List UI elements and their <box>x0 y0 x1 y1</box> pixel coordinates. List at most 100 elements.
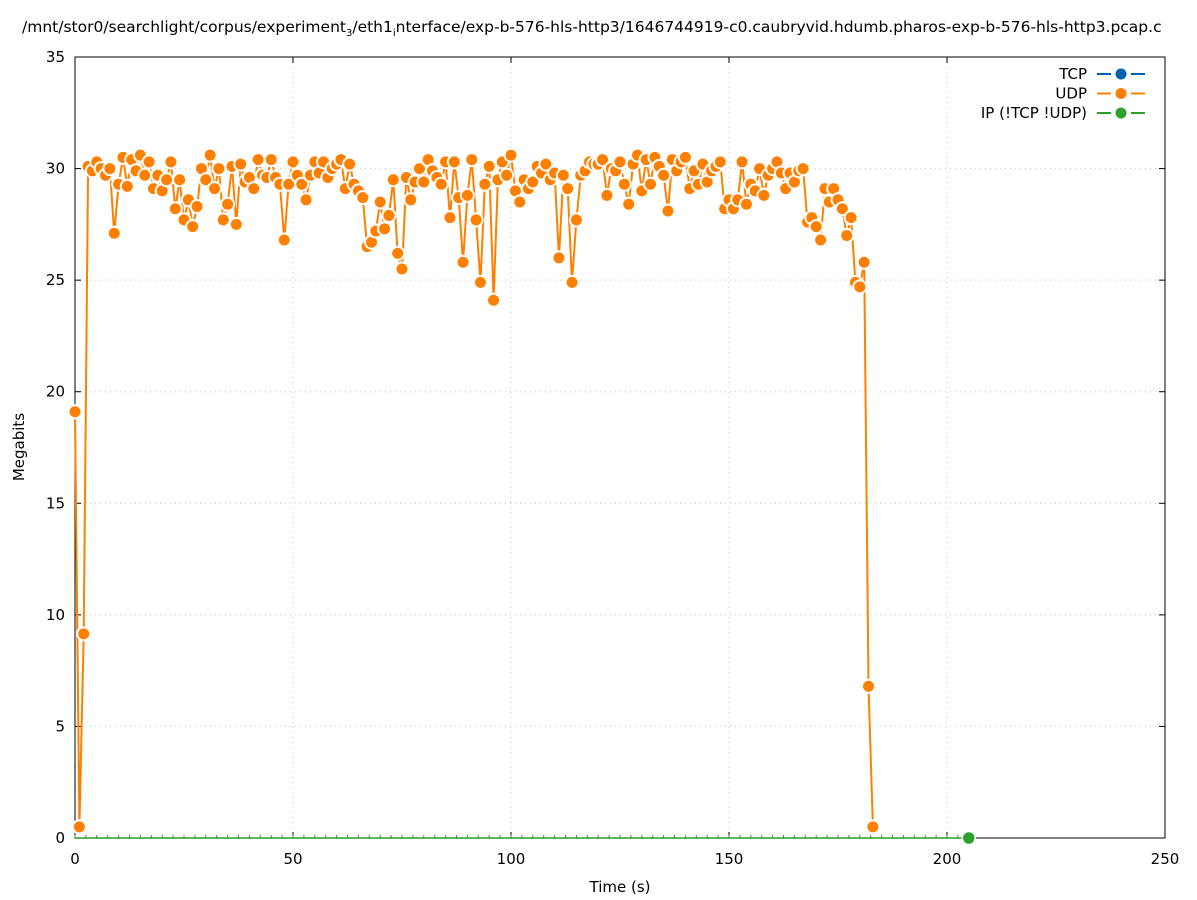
udp-data-point <box>233 156 249 172</box>
udp-data-point <box>839 228 855 244</box>
udp-data-point <box>843 210 859 226</box>
udp-data-point <box>734 154 750 170</box>
x-tick-label: 200 <box>933 850 962 868</box>
udp-data-point <box>499 167 515 183</box>
udp-data-point <box>294 176 310 192</box>
udp-data-point <box>394 261 410 277</box>
udp-data-point <box>215 212 231 228</box>
udp-data-point <box>106 225 122 241</box>
udp-data-point <box>385 172 401 188</box>
udp-data-point <box>738 196 754 212</box>
udp-data-point <box>67 404 83 420</box>
udp-data-point <box>621 196 637 212</box>
x-axis-label: Time (s) <box>589 878 651 896</box>
udp-data-point <box>795 161 811 177</box>
udp-data-point <box>455 254 471 270</box>
udp-data-point <box>298 192 314 208</box>
udp-data-point <box>834 201 850 217</box>
title-part: nterface/exp-b-576-hls-http3/1646744919-… <box>395 18 1162 36</box>
udp-data-point <box>525 174 541 190</box>
udp-data-point <box>185 219 201 235</box>
title-part: /mnt/stor0/searchlight/corpus/experiment <box>22 18 346 36</box>
udp-data-point <box>141 154 157 170</box>
udp-data-point <box>472 274 488 290</box>
udp-data-point <box>612 154 628 170</box>
udp-data-point <box>276 232 292 248</box>
udp-data-point <box>464 152 480 168</box>
udp-data-point <box>538 156 554 172</box>
x-tick-label: 100 <box>497 850 526 868</box>
title-subscript: i <box>392 28 396 40</box>
udp-data-point <box>189 199 205 215</box>
udp-data-point <box>207 181 223 197</box>
y-tick-label: 35 <box>46 48 65 66</box>
udp-data-point <box>377 221 393 237</box>
udp-data-point <box>220 196 236 212</box>
y-tick-label: 0 <box>55 829 65 847</box>
title-subscript: 3 <box>345 28 353 40</box>
y-tick-label: 15 <box>46 494 65 512</box>
udp-data-point <box>856 254 872 270</box>
udp-series-line <box>74 151 874 827</box>
udp-data-point <box>599 187 615 203</box>
x-tick-label: 150 <box>715 850 744 868</box>
chart-title: /mnt/stor0/searchlight/corpus/experiment… <box>22 18 1162 39</box>
udp-data-point <box>102 161 118 177</box>
udp-data-point <box>211 161 227 177</box>
udp-data-point <box>381 207 397 223</box>
udp-data-point <box>403 192 419 208</box>
udp-data-point <box>446 154 462 170</box>
udp-data-point <box>76 626 92 642</box>
udp-data-point <box>660 203 676 219</box>
udp-data-point <box>643 176 659 192</box>
series-layer <box>67 147 977 846</box>
udp-data-point <box>167 201 183 217</box>
udp-data-point <box>198 172 214 188</box>
udp-data-point <box>159 172 175 188</box>
udp-data-point <box>551 250 567 266</box>
udp-data-point <box>390 245 406 261</box>
legend-marker <box>1115 107 1127 119</box>
udp-data-point <box>372 194 388 210</box>
udp-data-point <box>512 194 528 210</box>
udp-data-point <box>616 176 632 192</box>
udp-data-point <box>137 167 153 183</box>
legend-marker <box>1115 68 1127 80</box>
udp-data-point <box>677 149 693 165</box>
udp-data-point <box>560 181 576 197</box>
udp-data-point <box>656 167 672 183</box>
udp-data-point <box>852 279 868 295</box>
udp-data-point <box>433 176 449 192</box>
udp-data-point <box>555 167 571 183</box>
ip-data-point <box>961 830 977 846</box>
udp-data-point <box>808 219 824 235</box>
udp-data-point <box>246 181 262 197</box>
udp-data-point <box>503 147 519 163</box>
udp-data-point <box>486 292 502 308</box>
udp-data-point <box>202 147 218 163</box>
y-tick-label: 25 <box>46 271 65 289</box>
y-tick-label: 30 <box>46 160 65 178</box>
udp-data-point <box>250 152 266 168</box>
udp-data-point <box>459 187 475 203</box>
udp-data-point <box>71 819 87 835</box>
udp-data-point <box>477 176 493 192</box>
udp-data-point <box>756 187 772 203</box>
udp-data-point <box>228 216 244 232</box>
udp-data-point <box>568 212 584 228</box>
udp-data-point <box>468 212 484 228</box>
udp-data-point <box>119 178 135 194</box>
udp-data-point <box>865 819 881 835</box>
udp-data-point <box>712 154 728 170</box>
udp-data-point <box>481 158 497 174</box>
legend-label: IP (!TCP !UDP) <box>981 104 1087 122</box>
udp-data-point <box>861 678 877 694</box>
udp-data-point <box>342 156 358 172</box>
y-tick-label: 5 <box>55 717 65 735</box>
udp-data-point <box>595 152 611 168</box>
title-part: /eth1 <box>352 18 393 36</box>
x-tick-label: 250 <box>1151 850 1180 868</box>
udp-data-point <box>263 152 279 168</box>
udp-data-point <box>163 154 179 170</box>
